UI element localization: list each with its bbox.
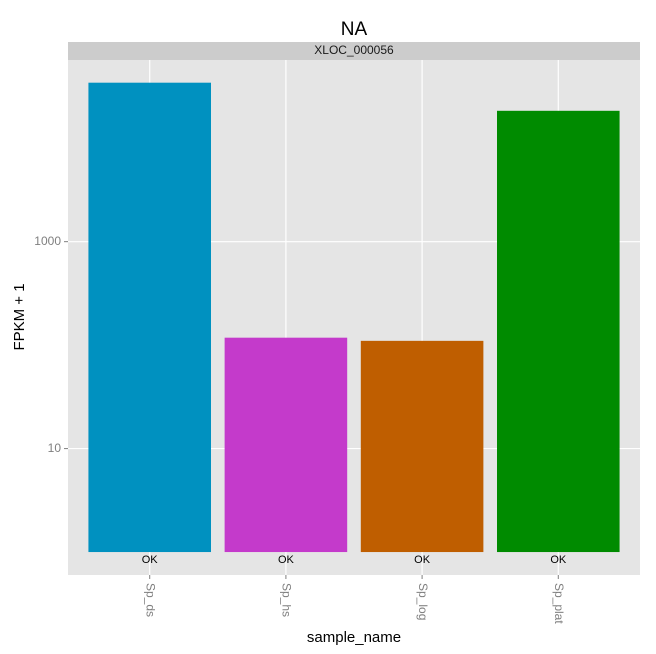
bar [360,340,484,553]
facet-label: XLOC_000056 [314,43,394,57]
y-tick-label: 10 [48,441,62,455]
status-label: OK [142,554,159,566]
x-tick-label: Sp_hs [280,583,294,617]
chart-title: NA [341,19,368,40]
bar [224,337,348,553]
y-axis-label: FPKM + 1 [11,283,28,350]
status-label: OK [414,554,431,566]
x-tick-label: Sp_log [416,583,430,620]
status-label: OK [278,554,295,566]
bar [88,82,211,553]
bar [497,110,620,553]
x-tick-label: Sp_ds [144,583,158,617]
y-tick-label: 1000 [34,234,61,248]
facet-strip [68,42,640,60]
x-tick-label: Sp_plat [552,583,566,624]
x-axis-label: sample_name [307,629,401,646]
status-label: OK [550,554,567,566]
